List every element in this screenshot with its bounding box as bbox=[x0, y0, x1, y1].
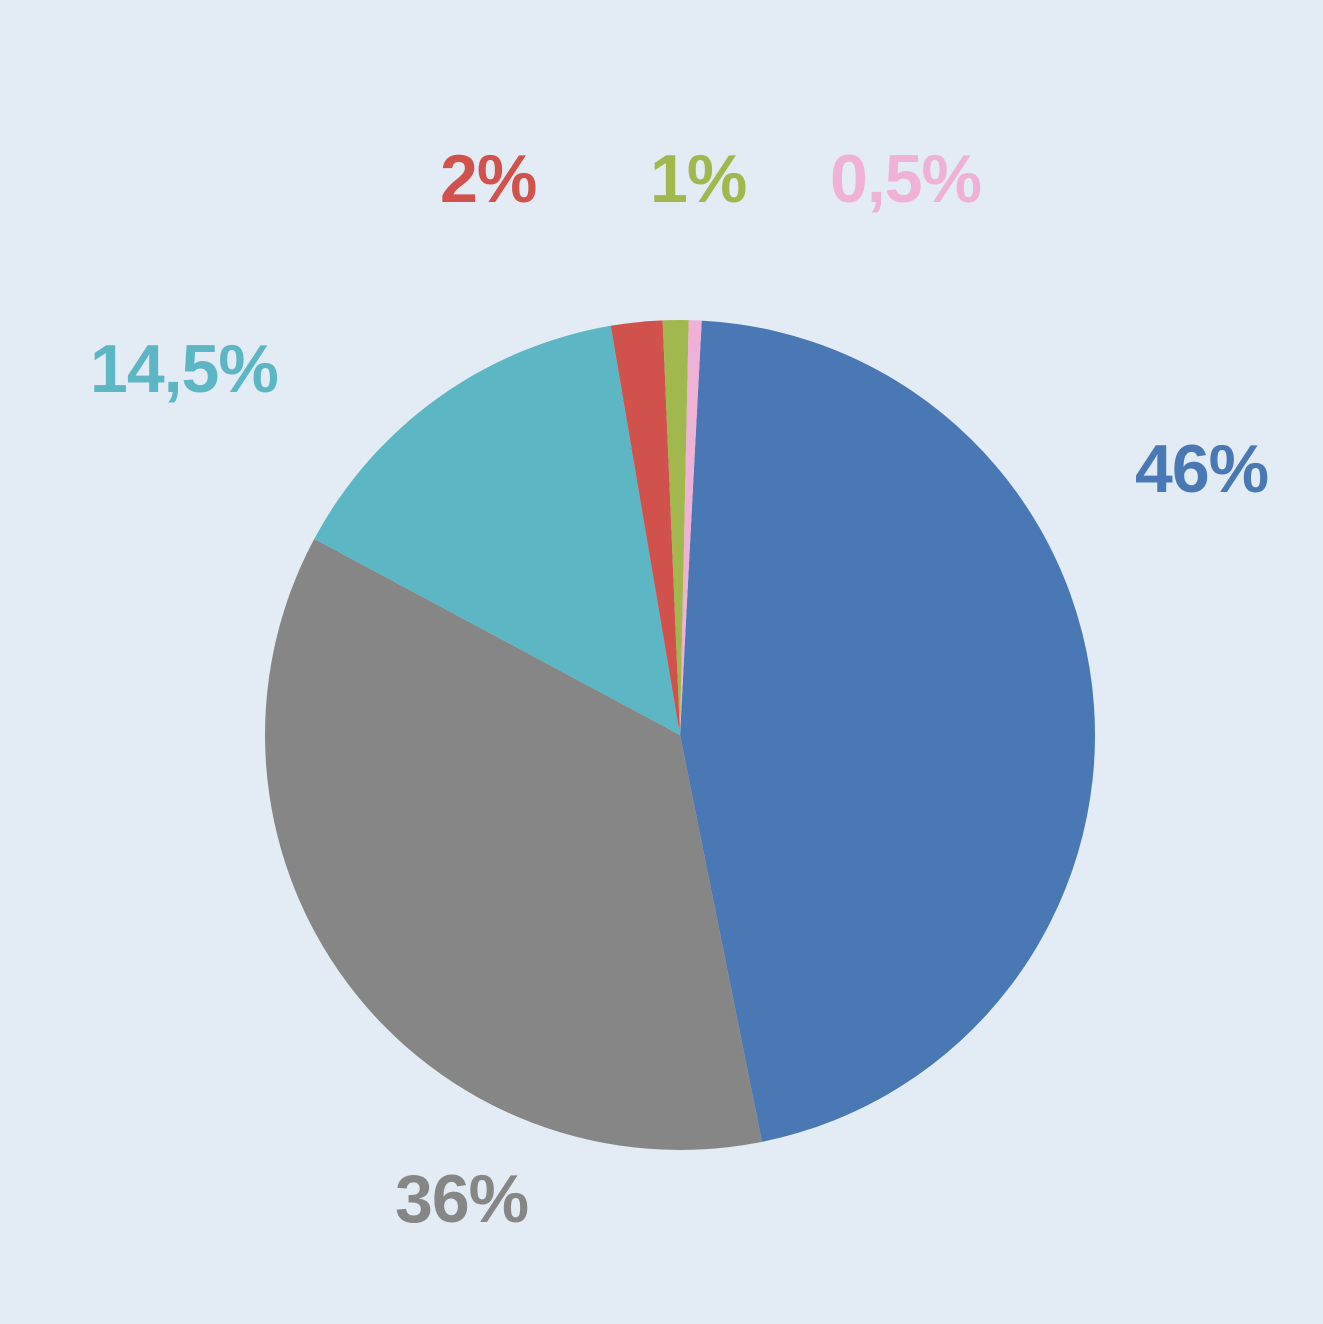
pie-label-0: 46% bbox=[1135, 430, 1268, 508]
pie-label-5: 0,5% bbox=[830, 140, 981, 218]
pie-chart-container: 46% 36% 14,5% 2% 1% 0,5% bbox=[0, 0, 1323, 1324]
pie-label-2: 14,5% bbox=[90, 330, 278, 408]
pie-label-1: 36% bbox=[395, 1160, 528, 1238]
pie-label-4: 1% bbox=[650, 140, 746, 218]
pie-label-3: 2% bbox=[440, 140, 536, 218]
pie-slice-0 bbox=[680, 321, 1095, 1142]
